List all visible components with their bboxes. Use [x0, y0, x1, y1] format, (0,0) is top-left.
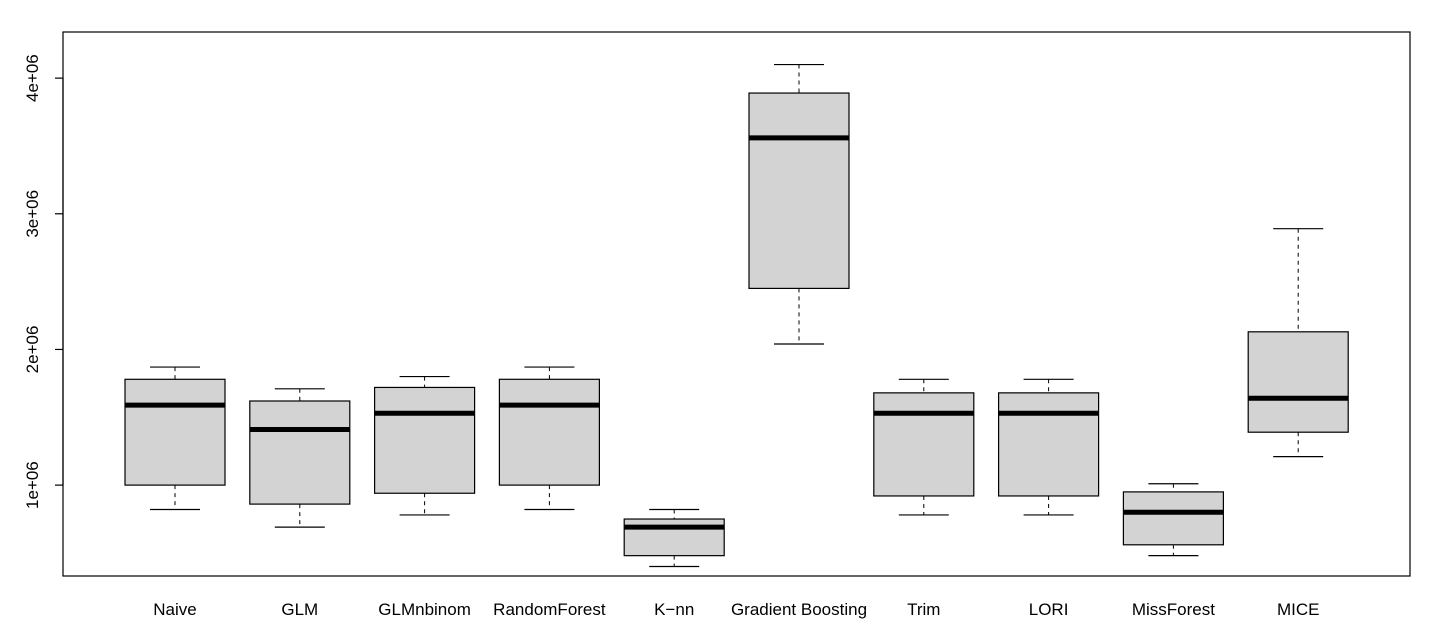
x-axis-labels: Naive GLM GLMnbinom RandomForest K−nn Gradien…: [153, 600, 1319, 619]
x-category-label: GLM: [281, 600, 318, 619]
box-3: [498, 366, 600, 511]
box-iqr: [249, 400, 351, 505]
boxes-group: [124, 63, 1349, 568]
box-iqr: [374, 386, 476, 494]
x-category-label: MICE: [1277, 600, 1320, 619]
box-iqr: [124, 378, 226, 486]
x-category-label: RandomForest: [493, 600, 606, 619]
box-6: [873, 378, 975, 516]
y-tick-label: 2e+06: [23, 326, 42, 374]
box-0: [124, 366, 226, 511]
box-1: [249, 388, 351, 528]
box-iqr: [1247, 331, 1349, 433]
y-tick-label: 3e+06: [23, 190, 42, 238]
x-category-label: LORI: [1029, 600, 1069, 619]
y-tick-label: 4e+06: [23, 54, 42, 102]
y-axis: 1e+06 2e+06 3e+06 4e+06: [23, 54, 64, 509]
y-tick-label: 1e+06: [23, 461, 42, 509]
box-9: [1247, 228, 1349, 458]
box-7: [997, 378, 1100, 516]
x-category-label: GLMnbinom: [378, 600, 471, 619]
box-iqr: [873, 392, 975, 497]
box-iqr: [1122, 491, 1225, 546]
box-iqr: [498, 378, 600, 486]
box-iqr: [623, 518, 725, 557]
box-4: [623, 508, 725, 568]
x-category-label: Gradient Boosting: [731, 600, 867, 619]
box-5: [748, 63, 850, 345]
x-category-label: Trim: [907, 600, 940, 619]
x-category-label: K−nn: [654, 600, 694, 619]
box-8: [1122, 483, 1225, 557]
box-iqr: [748, 92, 850, 289]
x-category-label: Naive: [153, 600, 196, 619]
box-iqr: [997, 392, 1100, 497]
box-2: [374, 375, 476, 516]
x-category-label: MissForest: [1132, 600, 1215, 619]
